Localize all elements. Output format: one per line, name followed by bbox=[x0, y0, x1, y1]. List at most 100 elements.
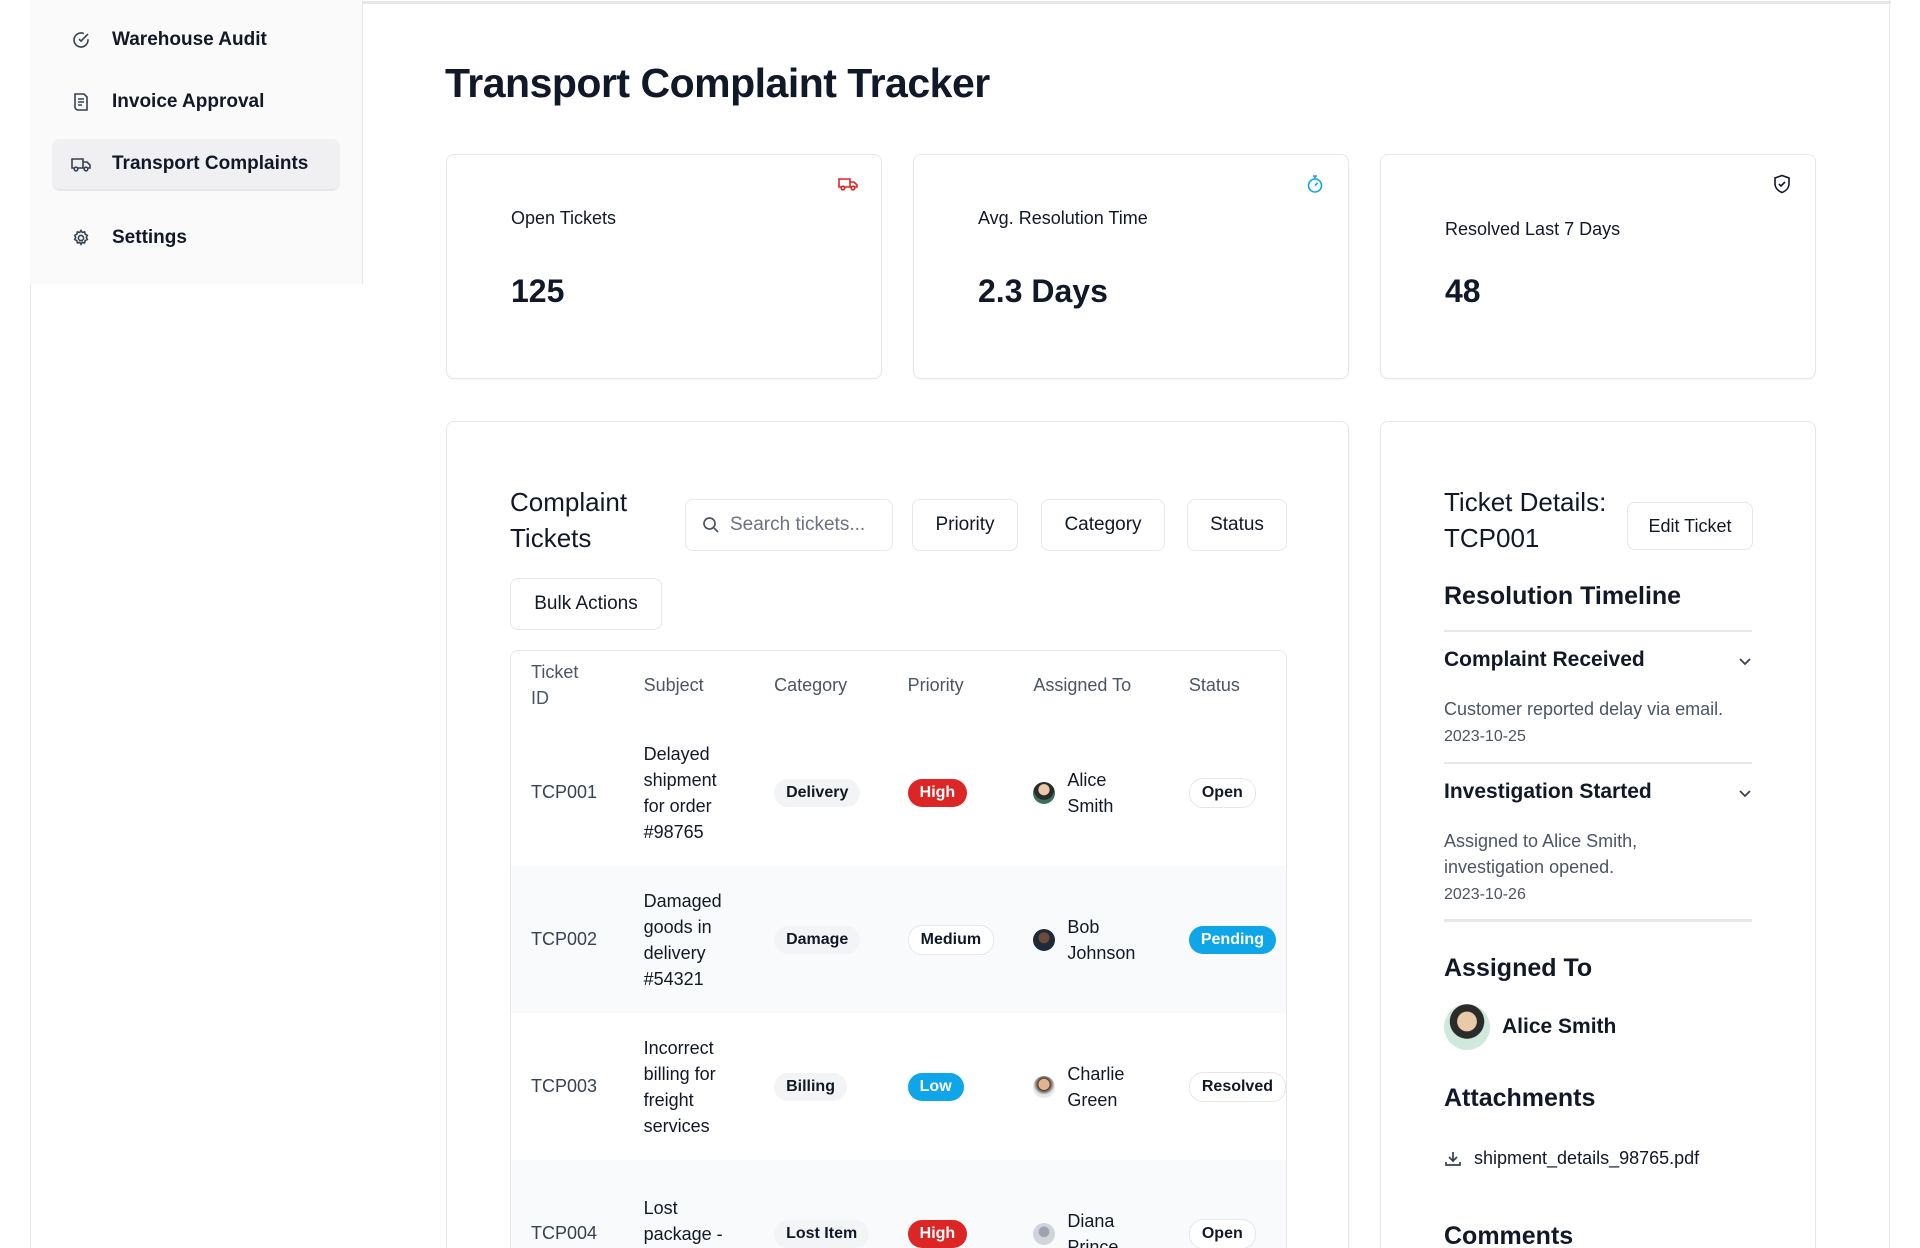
category-filter-button[interactable]: Category bbox=[1041, 499, 1165, 551]
status-badge: Resolved bbox=[1188, 1071, 1286, 1102]
attachment-link[interactable]: shipment_details_98765.pdf bbox=[1444, 1148, 1699, 1169]
status-filter-button[interactable]: Status bbox=[1187, 499, 1287, 551]
column-header-priority[interactable]: Priority bbox=[907, 674, 964, 695]
avatar bbox=[1033, 928, 1056, 951]
sidebar-item-label: Invoice Approval bbox=[112, 91, 265, 112]
page-title: Transport Complaint Tracker bbox=[445, 60, 990, 106]
stat-label: Open Tickets bbox=[511, 208, 617, 228]
ticket-status: Open bbox=[1169, 719, 1286, 866]
ticket-subject: Lost package - order bbox=[623, 1160, 755, 1248]
assigned-user[interactable]: Alice Smith bbox=[1444, 1004, 1616, 1050]
table-row[interactable]: TCP003 Incorrect billing for freight ser… bbox=[511, 1013, 1286, 1160]
receipt-icon bbox=[70, 91, 92, 113]
ticket-assignee: Diana Prince bbox=[1013, 1160, 1169, 1248]
details-title: Ticket Details: TCP001 bbox=[1444, 484, 1606, 556]
assignee-name-line: Charlie bbox=[1067, 1063, 1125, 1084]
assignee-name-line: Bob bbox=[1067, 916, 1100, 937]
shield-check-icon bbox=[1771, 173, 1793, 195]
subject-line: #98765 bbox=[643, 821, 704, 842]
search-input[interactable]: Search tickets... bbox=[685, 499, 893, 551]
ticket-details-panel: Ticket Details: TCP001 Edit Ticket Resol… bbox=[1380, 421, 1816, 1248]
assignee-name-line: Johnson bbox=[1067, 942, 1136, 963]
stat-card-resolved-7-days: Resolved Last 7 Days 48 bbox=[1380, 154, 1816, 379]
subject-line: Delayed bbox=[643, 743, 710, 764]
timeline-item[interactable]: Investigation Started Assigned to Alice … bbox=[1444, 762, 1752, 922]
subject-line: shipment bbox=[643, 769, 717, 790]
stat-label: Avg. Resolution Time bbox=[978, 208, 1148, 228]
ticket-category: Billing bbox=[754, 1013, 888, 1160]
subject-line: billing for bbox=[643, 1063, 716, 1084]
chevron-down-icon bbox=[1738, 786, 1752, 804]
ticket-subject: Incorrect billing for freight services bbox=[624, 1013, 755, 1160]
details-title-line: Ticket Details: bbox=[1444, 487, 1607, 517]
column-header-subject[interactable]: Subject bbox=[643, 674, 704, 695]
ticket-subject: Damaged goods in delivery #54321 bbox=[623, 866, 755, 1013]
truck-icon bbox=[70, 153, 92, 175]
timeline-heading: Resolution Timeline bbox=[1444, 582, 1682, 610]
subject-line: goods in bbox=[643, 916, 712, 937]
assigned-to-heading: Assigned To bbox=[1444, 954, 1593, 982]
ticket-category: Damage bbox=[754, 866, 888, 1013]
ticket-id: TCP004 bbox=[511, 1160, 624, 1248]
bulk-actions-button[interactable]: Bulk Actions bbox=[510, 578, 662, 630]
comments-heading: Comments bbox=[1444, 1222, 1574, 1248]
subject-line: #54321 bbox=[643, 968, 704, 989]
stat-value: 125 bbox=[511, 273, 565, 309]
sidebar-item-warehouse-audit[interactable]: Warehouse Audit bbox=[52, 14, 340, 66]
complaint-tickets-panel: Complaint Tickets Search tickets... Prio… bbox=[446, 421, 1349, 1248]
subject-line: Damaged bbox=[643, 890, 722, 911]
ticket-category: Delivery bbox=[754, 719, 888, 866]
timeline-item[interactable]: Complaint Received Customer reported del… bbox=[1444, 630, 1752, 762]
header-divider bbox=[363, 0, 1891, 4]
stat-card-open-tickets: Open Tickets 125 bbox=[446, 154, 882, 379]
ticket-id: TCP001 bbox=[531, 782, 598, 802]
priority-badge: High bbox=[907, 778, 968, 807]
subject-line: package - bbox=[643, 1223, 723, 1244]
table-row[interactable]: TCP004 Lost package - order Lost Item Hi… bbox=[511, 1160, 1286, 1248]
sidebar-item-invoice-approval[interactable]: Invoice Approval bbox=[52, 76, 340, 128]
column-header-status[interactable]: Status bbox=[1188, 674, 1240, 695]
panel-title-line: Tickets bbox=[510, 523, 592, 553]
ticket-assignee: Bob Johnson bbox=[1013, 866, 1169, 1013]
sidebar-item-label: Warehouse Audit bbox=[112, 29, 267, 50]
column-header-ticket-id[interactable]: Ticket ID bbox=[511, 651, 624, 719]
subject-line: Lost bbox=[643, 1197, 678, 1218]
stat-value: 48 bbox=[1445, 273, 1481, 309]
sidebar-item-transport-complaints[interactable]: Transport Complaints bbox=[52, 139, 340, 191]
priority-badge: Low bbox=[907, 1072, 964, 1101]
column-header-line: ID bbox=[531, 688, 549, 708]
sidebar-item-settings[interactable]: Settings bbox=[52, 212, 340, 264]
status-badge: Pending bbox=[1188, 925, 1276, 954]
ticket-subject: Delayed shipment for order #98765 bbox=[624, 719, 755, 866]
priority-badge: Medium bbox=[907, 924, 995, 955]
ticket-status: Resolved bbox=[1169, 1013, 1286, 1160]
ticket-id: TCP002 bbox=[511, 866, 624, 1013]
ticket-priority: High bbox=[887, 1160, 1014, 1248]
assigned-user-name: Alice Smith bbox=[1502, 1015, 1617, 1038]
ticket-category: Lost Item bbox=[754, 1160, 888, 1248]
ticket-priority: Low bbox=[888, 1013, 1014, 1160]
edit-ticket-button[interactable]: Edit Ticket bbox=[1627, 502, 1753, 550]
avatar bbox=[1444, 1004, 1490, 1050]
ticket-assignee: Charlie Green bbox=[1013, 1013, 1169, 1160]
avatar bbox=[1033, 1222, 1056, 1245]
column-header-category[interactable]: Category bbox=[774, 674, 848, 695]
table-row[interactable]: TCP002 Damaged goods in delivery #54321 … bbox=[511, 866, 1286, 1013]
timeline-item-date: 2023-10-26 bbox=[1444, 886, 1526, 903]
ticket-status: Open bbox=[1168, 1160, 1286, 1248]
table-row[interactable]: TCP001 Delayed shipment for order #98765… bbox=[511, 719, 1286, 866]
sidebar-item-label: Settings bbox=[112, 227, 187, 248]
status-badge: Open bbox=[1188, 1218, 1256, 1248]
timeline-item-title: Complaint Received bbox=[1444, 648, 1645, 671]
sidebar: Warehouse Audit Invoice Approval Transpo… bbox=[30, 0, 363, 284]
column-header-assigned-to[interactable]: Assigned To bbox=[1033, 674, 1132, 695]
priority-filter-button[interactable]: Priority bbox=[912, 499, 1018, 551]
panel-title-line: Complaint bbox=[510, 487, 628, 517]
assignee-name-line: Diana bbox=[1067, 1210, 1115, 1231]
assignee-name-line: Green bbox=[1067, 1089, 1118, 1110]
ticket-id: TCP003 bbox=[531, 1076, 598, 1096]
stat-card-avg-resolution: Avg. Resolution Time 2.3 Days bbox=[913, 154, 1349, 379]
chevron-down-icon bbox=[1738, 654, 1752, 672]
status-badge: Open bbox=[1188, 777, 1256, 808]
subject-line: services bbox=[643, 1115, 710, 1136]
